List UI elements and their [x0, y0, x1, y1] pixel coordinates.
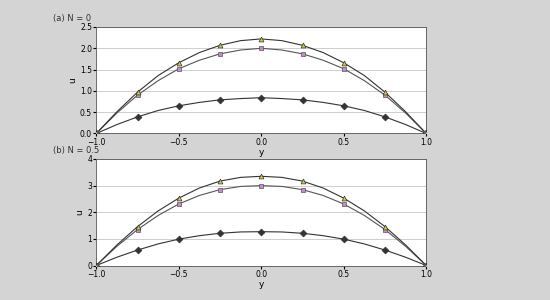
Text: (b) N = 0.5: (b) N = 0.5: [53, 146, 100, 155]
X-axis label: y: y: [258, 280, 264, 289]
X-axis label: y: y: [258, 148, 264, 157]
Text: (a) N = 0: (a) N = 0: [53, 14, 91, 23]
Y-axis label: u: u: [68, 77, 77, 83]
Y-axis label: u: u: [75, 209, 85, 215]
Legend: t=0.5, t=2, t=4: t=0.5, t=2, t=4: [200, 181, 323, 196]
